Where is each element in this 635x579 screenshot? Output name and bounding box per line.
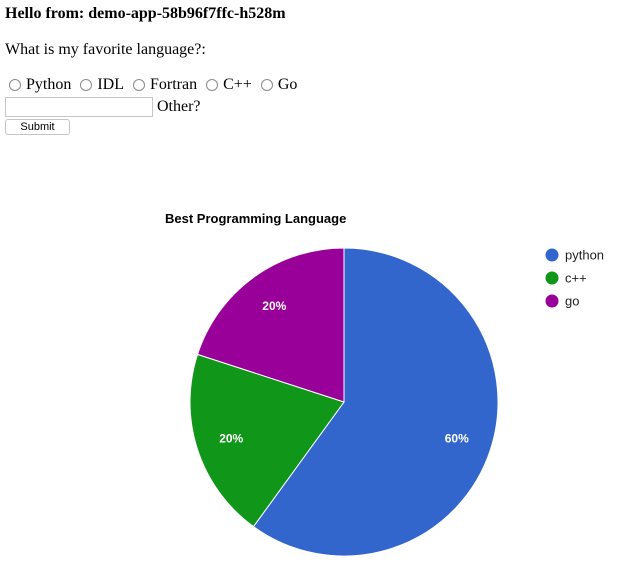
legend-marker-python xyxy=(545,248,559,262)
legend-label-cpp: c++ xyxy=(565,271,587,286)
greeting-heading: Hello from: demo-app-58b96f7ffc-h528m xyxy=(5,5,286,22)
radio-label-idl: IDL xyxy=(97,76,124,93)
language-radio-group: Python IDL Fortran C++ Go xyxy=(5,75,302,95)
other-label: Other? xyxy=(157,98,201,115)
other-input[interactable] xyxy=(5,97,153,117)
radio-label-fortran: Fortran xyxy=(150,76,198,93)
pie-slice-python xyxy=(252,247,499,557)
pie-slice-cpp xyxy=(189,353,345,528)
other-row: Other? xyxy=(5,96,201,118)
legend-marker-go xyxy=(545,294,559,308)
radio-option-fortran[interactable]: Fortran xyxy=(129,76,197,94)
question-label: What is my favorite language?: xyxy=(5,41,206,58)
radio-option-idl[interactable]: IDL xyxy=(76,76,124,94)
radio-python[interactable] xyxy=(9,79,21,91)
radio-option-cpp[interactable]: C++ xyxy=(202,76,252,94)
radio-go[interactable] xyxy=(260,79,273,91)
slice-label-cpp: 20% xyxy=(219,432,243,446)
radio-label-python: Python xyxy=(26,76,72,93)
chart-title: Best Programming Language xyxy=(165,211,346,226)
slice-label-python: 60% xyxy=(445,432,469,446)
submit-button[interactable]: Submit xyxy=(5,119,70,135)
radio-label-cpp: C++ xyxy=(223,76,252,93)
slice-label-go: 20% xyxy=(262,299,286,313)
radio-cpp[interactable] xyxy=(206,79,219,91)
radio-option-go[interactable]: Go xyxy=(257,76,298,94)
legend-marker-cpp xyxy=(545,271,559,285)
radio-fortran[interactable] xyxy=(133,79,145,91)
legend-label-go: go xyxy=(565,294,579,309)
radio-label-go: Go xyxy=(277,76,298,93)
legend-label-python: python xyxy=(565,248,604,263)
radio-option-python[interactable]: Python xyxy=(5,76,71,94)
radio-idl[interactable] xyxy=(80,79,93,91)
pie-slice-go xyxy=(196,247,345,403)
